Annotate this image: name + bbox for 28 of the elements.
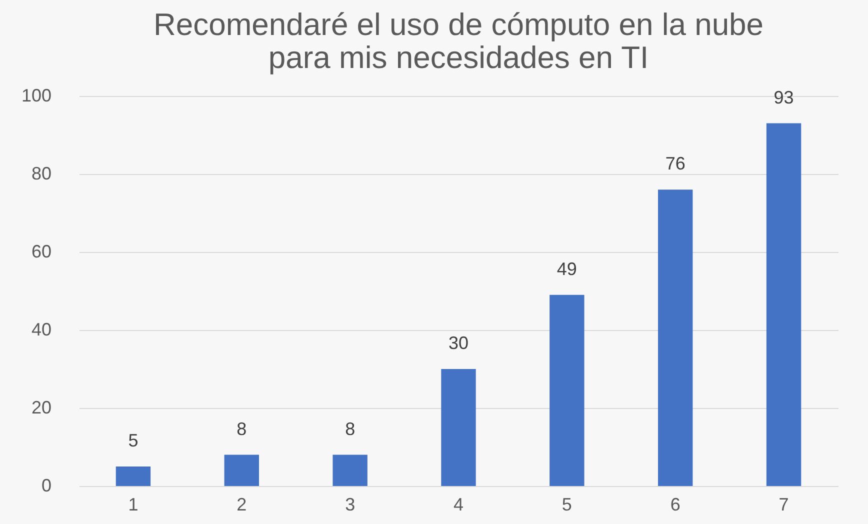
x-tick-label: 1	[128, 494, 138, 514]
bar	[766, 123, 802, 486]
bar	[332, 454, 368, 486]
data-label: 8	[345, 418, 356, 439]
y-tick-label: 20	[31, 398, 52, 418]
data-label: 76	[665, 154, 686, 174]
chart-title: Recomendaré el uso de cómputo en la nube para mis necesidades en TI	[153, 7, 764, 75]
y-tick-label: 60	[31, 242, 52, 262]
bar	[116, 466, 151, 486]
y-tick-label: 100	[21, 86, 52, 106]
y-tick-label: 0	[41, 476, 52, 496]
x-tick-label: 2	[236, 494, 247, 514]
x-tick-label: 4	[453, 494, 464, 514]
data-label: 30	[448, 333, 469, 353]
data-label: 49	[556, 258, 577, 279]
data-label: 8	[236, 418, 247, 439]
x-tick-label: 5	[562, 494, 572, 514]
bar	[658, 190, 693, 486]
y-tick-label: 80	[31, 164, 52, 184]
bar	[224, 454, 259, 486]
bar	[441, 369, 476, 486]
x-tick-label: 3	[345, 494, 356, 514]
x-tick-label: 7	[778, 494, 789, 514]
bar	[550, 294, 584, 486]
data-label: 5	[128, 430, 138, 450]
y-tick-label: 40	[31, 320, 52, 340]
x-tick-label: 6	[670, 494, 680, 514]
data-label: 93	[774, 87, 794, 108]
